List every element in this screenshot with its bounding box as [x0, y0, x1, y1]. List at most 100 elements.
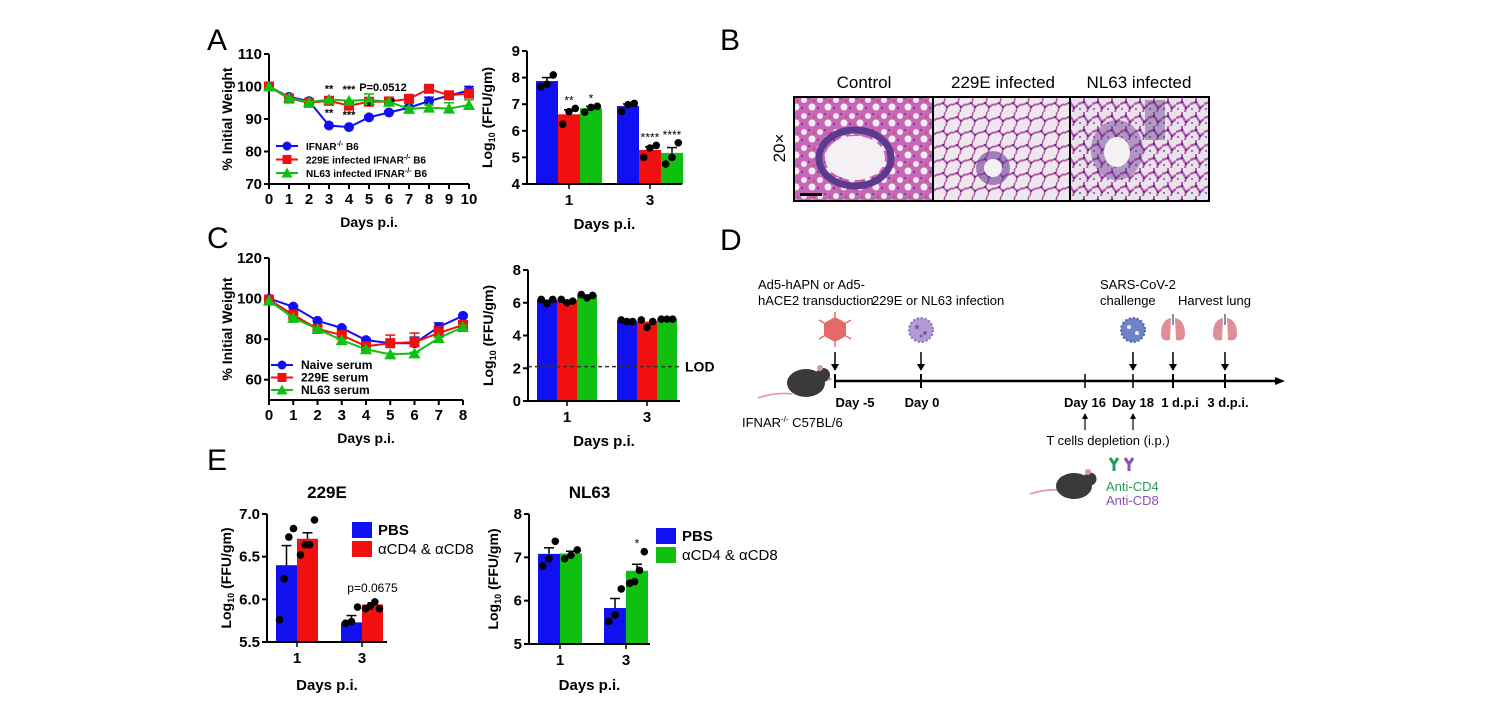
data-point — [551, 537, 560, 546]
bar-blue-day-3 — [617, 106, 639, 184]
chart-title: 229E — [307, 483, 347, 502]
bar-blue-day-3 — [604, 608, 626, 644]
y-axis-label: Log10 (FFU/gm) — [479, 67, 497, 168]
data-point — [543, 80, 551, 89]
series-nl63-infected-ifnar-b6 — [263, 80, 475, 114]
data-point — [283, 91, 295, 103]
histology-image-nl63 — [1070, 97, 1209, 201]
data-point — [639, 153, 648, 162]
x-tick-label: 3 — [646, 192, 654, 209]
y-tick-label: 100 — [237, 79, 262, 96]
y-tick-label: 100 — [237, 291, 262, 308]
bar-red-day-3 — [637, 321, 657, 401]
histology-label-nl63: NL63 infected — [1087, 73, 1192, 92]
data-point — [560, 554, 569, 563]
data-point — [583, 294, 591, 302]
depletion-label: T cells depletion (i.p.) — [1046, 433, 1169, 448]
antibody-cd8-icon — [1123, 457, 1135, 471]
x-tick-label: 3 — [325, 191, 333, 208]
magnification-label: 20× — [770, 134, 789, 163]
bar-blue-day-3 — [341, 622, 362, 642]
x-axis-label: Days p.i. — [559, 677, 621, 694]
data-point — [577, 290, 586, 299]
y-axis-label: Log10 (FFU/gm) — [485, 528, 503, 629]
data-point — [630, 577, 639, 586]
y-axis-label: Log10 (FFU/gm) — [218, 527, 236, 628]
adenovirus-icon — [818, 312, 852, 347]
legend-marker — [282, 155, 292, 164]
data-point — [384, 107, 394, 118]
data-point — [623, 317, 631, 326]
bar-blue-day-1 — [536, 81, 558, 184]
y-tick-label: 5.5 — [239, 634, 260, 651]
x-axis-label: Days p.i. — [573, 433, 635, 450]
data-point — [536, 83, 545, 91]
data-point — [548, 295, 557, 304]
y-tick-label: 6 — [513, 295, 521, 312]
data-point — [545, 554, 553, 563]
x-tick-label: 7 — [435, 407, 443, 424]
panel-label-c: C — [207, 222, 229, 255]
histology-label-229e: 229E infected — [951, 73, 1055, 92]
data-point — [375, 604, 384, 613]
y-tick-label: 4 — [512, 176, 521, 193]
lung-icon — [1161, 314, 1185, 341]
day-label: Day 0 — [905, 395, 940, 410]
y-tick-label: 6.0 — [239, 591, 260, 608]
data-point — [371, 598, 379, 606]
data-point — [563, 298, 571, 307]
timeline-event-day-minus5: Day -5 Ad5-hAPN or Ad5- hACE2 transducti… — [758, 277, 875, 410]
data-point — [565, 107, 573, 116]
data-point — [587, 103, 595, 112]
legend-marker — [282, 141, 292, 151]
bar-blue-day-1 — [537, 299, 557, 401]
data-point — [463, 99, 475, 111]
data-point — [263, 294, 275, 306]
legend-marker — [277, 373, 287, 382]
data-point — [464, 88, 474, 99]
panel-label-e: E — [207, 444, 227, 477]
data-point — [312, 315, 323, 326]
legend-swatch — [352, 541, 372, 557]
chart-title: NL63 — [569, 483, 611, 502]
y-tick-label: 120 — [237, 250, 262, 267]
data-point — [663, 315, 671, 323]
data-point — [383, 95, 395, 107]
x-tick-label: 3 — [622, 652, 630, 669]
data-point — [558, 120, 567, 128]
bar-green-day-3 — [657, 319, 677, 401]
y-tick-label: 8 — [512, 70, 520, 87]
x-tick-label: 1 — [285, 191, 293, 208]
event-top-label: SARS-CoV-2 — [1100, 277, 1176, 292]
legend: IFNAR-/- B6 229E infected IFNAR-/- B6NL63… — [276, 141, 428, 180]
data-point — [324, 120, 334, 131]
data-point — [263, 80, 275, 92]
x-axis-label: Days p.i. — [340, 214, 398, 230]
x-axis-label: Days p.i. — [296, 677, 358, 694]
panel-c-titer-chart: 1 3 0 2 4 6 8 Days p.i. Log10 (FFU/gm) LOD — [480, 262, 715, 450]
legend-label: NL63 infected IFNAR-/- B6 — [306, 168, 428, 180]
legend-swatch — [656, 547, 676, 563]
legend: PBS αCD4 & αCD8 — [656, 528, 778, 564]
bar-blue-day-3 — [617, 320, 637, 401]
timeline-event-1-dpi: 1 d.p.i Harvest lung — [1161, 293, 1251, 410]
data-point — [310, 516, 319, 524]
significance-annotation: * — [635, 537, 640, 551]
data-point — [617, 316, 626, 324]
timeline-event-day-18: Day 18 SARS-CoV-2 challenge — [1100, 277, 1176, 430]
anti-cd4-label: Anti-CD4 — [1106, 479, 1159, 494]
data-point — [275, 616, 284, 624]
data-point — [424, 96, 434, 107]
data-point — [353, 603, 362, 611]
legend-marker — [281, 167, 293, 178]
y-tick-label: 8 — [513, 262, 521, 279]
day-label: Day 16 — [1064, 395, 1106, 410]
x-tick-label: 1 — [563, 409, 571, 426]
data-point — [661, 160, 670, 168]
data-point — [668, 153, 676, 162]
data-point — [611, 611, 619, 619]
data-point — [588, 291, 597, 300]
data-point — [343, 94, 355, 106]
